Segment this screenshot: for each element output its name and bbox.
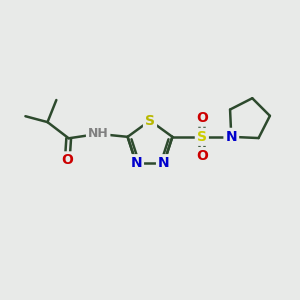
- Text: O: O: [196, 111, 208, 125]
- Text: N: N: [130, 156, 142, 170]
- Text: S: S: [197, 130, 207, 144]
- Text: O: O: [61, 153, 73, 167]
- Text: S: S: [145, 114, 155, 128]
- Text: N: N: [158, 156, 170, 170]
- Text: N: N: [226, 130, 237, 144]
- Text: NH: NH: [88, 128, 109, 140]
- Text: O: O: [196, 149, 208, 163]
